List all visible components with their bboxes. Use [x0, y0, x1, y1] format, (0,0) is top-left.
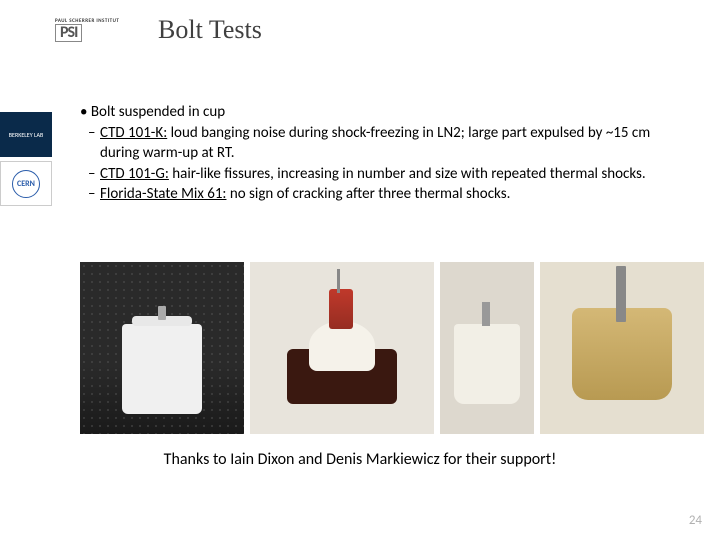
affiliate-logos: BERKELEY LAB CERN — [0, 112, 52, 210]
content-body: • Bolt suspended in cup –CTD 101-K: loud… — [80, 103, 690, 204]
bullet-sub-1: –CTD 101-K: loud banging noise during sh… — [100, 123, 690, 164]
lbl-label: BERKELEY LAB — [9, 131, 44, 139]
photo-florida-mix — [540, 262, 704, 434]
bullet-main: • Bolt suspended in cup — [80, 103, 690, 121]
cern-logo: CERN — [0, 161, 52, 206]
cern-label: CERN — [12, 170, 40, 198]
photo-ctd101g-cup — [440, 262, 534, 434]
page-title: Bolt Tests — [158, 15, 262, 45]
thanks-line: Thanks to Iain Dixon and Denis Markiewic… — [0, 450, 720, 469]
bullet-sub-3: –Florida-State Mix 61: no sign of cracki… — [100, 184, 690, 204]
sub3-text: no sign of cracking after three thermal … — [226, 185, 510, 203]
bullet-main-text: Bolt suspended in cup — [91, 103, 225, 121]
sub1-text: loud banging noise during shock-freezing… — [100, 124, 650, 162]
bullet-sub-2: –CTD 101-G: hair-like fissures, increasi… — [100, 164, 690, 184]
photo-row — [80, 262, 704, 434]
slide-header: PAUL SCHERRER INSTITUT PSI Bolt Tests — [0, 0, 720, 50]
sub2-label: CTD 101-G: — [100, 165, 169, 183]
sub2-text: hair-like fissures, increasing in number… — [169, 165, 646, 183]
psi-logo: PAUL SCHERRER INSTITUT PSI — [55, 16, 140, 44]
page-number: 24 — [689, 513, 702, 528]
photo-ctd101k — [80, 262, 244, 434]
sub1-label: CTD 101-K: — [100, 124, 167, 142]
photo-ctd101g-clamp — [250, 262, 434, 434]
berkeley-lab-logo: BERKELEY LAB — [0, 112, 52, 157]
sub3-label: Florida-State Mix 61: — [100, 185, 226, 203]
psi-mark: PSI — [55, 24, 82, 42]
